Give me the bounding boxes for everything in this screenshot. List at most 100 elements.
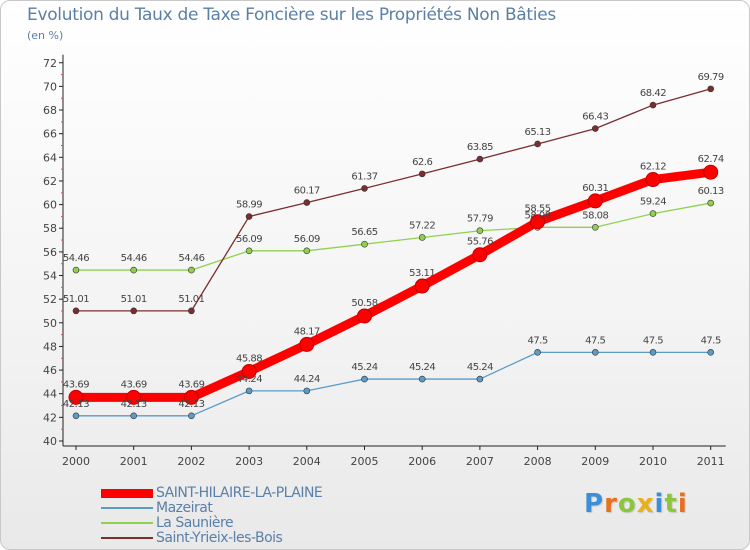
data-label-la-sauni-re: 56.09 xyxy=(294,234,320,245)
data-point-saint-hilaire-la-plaine xyxy=(414,278,430,294)
data-label-saint-yrieix-les-bois: 61.37 xyxy=(351,171,377,182)
data-point-mazeirat xyxy=(303,387,311,395)
y-tick-label: 52 xyxy=(43,293,57,306)
data-label-saint-yrieix-les-bois: 62.6 xyxy=(412,157,432,168)
data-label-saint-yrieix-les-bois: 65.13 xyxy=(525,127,551,138)
y-tick-label: 64 xyxy=(43,151,57,164)
data-point-mazeirat xyxy=(188,412,195,420)
series-line-saint-yrieix-les-bois xyxy=(75,88,712,312)
series-line-la-sauni-re xyxy=(75,202,712,271)
data-point-la-sauni-re xyxy=(303,247,311,255)
data-point-mazeirat xyxy=(591,349,599,356)
logo-letter: i xyxy=(654,489,665,519)
data-label-saint-yrieix-les-bois: 69.79 xyxy=(698,72,724,83)
data-label-saint-hilaire-la-plaine: 43.69 xyxy=(121,379,147,390)
data-label-mazeirat: 47.5 xyxy=(585,335,605,346)
x-tick-label: 2006 xyxy=(408,455,436,468)
data-point-saint-hilaire-la-plaine xyxy=(357,308,372,324)
data-point-la-sauni-re xyxy=(245,247,253,255)
data-point-saint-yrieix-les-bois xyxy=(361,185,368,192)
data-label-saint-yrieix-les-bois: 68.42 xyxy=(640,88,666,99)
y-tick-label: 42 xyxy=(43,411,57,424)
data-label-saint-hilaire-la-plaine: 43.69 xyxy=(178,379,204,390)
data-label-saint-yrieix-les-bois: 58.99 xyxy=(236,200,262,211)
x-tick-label: 2002 xyxy=(177,455,205,468)
data-label-mazeirat: 42.13 xyxy=(178,399,204,410)
data-point-saint-yrieix-les-bois xyxy=(534,140,541,148)
data-label-la-sauni-re: 60.13 xyxy=(698,186,724,197)
logo-letter: P xyxy=(584,489,605,519)
y-tick-label: 46 xyxy=(43,364,57,377)
data-label-saint-yrieix-les-bois: 66.43 xyxy=(582,112,608,123)
data-label-la-sauni-re: 58.08 xyxy=(582,210,608,221)
series-line-saint-hilaire-la-plaine xyxy=(71,167,716,402)
data-point-la-sauni-re xyxy=(72,266,80,274)
data-point-la-sauni-re xyxy=(361,240,368,248)
x-tick-label: 2008 xyxy=(524,455,552,468)
legend-swatch xyxy=(101,522,153,524)
y-tick-label: 66 xyxy=(43,128,57,141)
data-point-saint-hilaire-la-plaine xyxy=(472,247,488,263)
data-point-saint-yrieix-les-bois xyxy=(476,155,484,163)
data-label-la-sauni-re: 56.09 xyxy=(236,234,262,245)
y-tick-label: 40 xyxy=(43,435,57,448)
legend-swatch xyxy=(101,489,153,498)
x-tick-label: 2010 xyxy=(639,455,667,468)
data-label-saint-yrieix-les-bois: 63.85 xyxy=(467,142,493,153)
data-label-saint-hilaire-la-plaine: 48.17 xyxy=(294,326,320,337)
y-tick-label: 50 xyxy=(43,317,57,330)
x-tick-label: 2005 xyxy=(351,455,379,468)
data-point-saint-yrieix-les-bois xyxy=(707,85,715,93)
legend-label: SAINT-HILAIRE-LA-PLAINE xyxy=(156,485,323,501)
data-label-la-sauni-re: 59.24 xyxy=(640,197,666,208)
logo-letter: t xyxy=(664,489,678,519)
data-label-saint-yrieix-les-bois: 51.01 xyxy=(63,294,89,305)
x-tick-label: 2009 xyxy=(581,455,609,468)
data-label-la-sauni-re: 54.46 xyxy=(178,253,204,264)
data-label-mazeirat: 44.24 xyxy=(294,374,320,385)
data-point-saint-yrieix-les-bois xyxy=(591,125,599,132)
legend-swatch xyxy=(101,537,153,539)
data-label-la-sauni-re: 54.46 xyxy=(121,253,147,264)
legend-swatch xyxy=(101,507,153,509)
y-tick-label: 70 xyxy=(43,80,57,93)
data-label-mazeirat: 42.13 xyxy=(63,399,89,410)
data-label-saint-hilaire-la-plaine: 50.58 xyxy=(351,298,377,309)
x-tick-label: 2003 xyxy=(235,455,263,468)
data-point-saint-yrieix-les-bois xyxy=(303,199,311,206)
data-point-saint-yrieix-les-bois xyxy=(72,307,80,315)
data-point-saint-yrieix-les-bois xyxy=(130,307,137,315)
data-label-saint-hilaire-la-plaine: 55.76 xyxy=(467,237,493,248)
series-line-mazeirat xyxy=(75,351,712,417)
data-point-saint-hilaire-la-plaine xyxy=(68,389,84,405)
data-label-saint-hilaire-la-plaine: 43.69 xyxy=(63,379,89,390)
logo-letter: o xyxy=(617,489,637,519)
data-point-saint-hilaire-la-plaine xyxy=(126,389,142,405)
data-label-saint-yrieix-les-bois: 51.01 xyxy=(121,294,147,305)
data-label-saint-hilaire-la-plaine: 45.88 xyxy=(236,353,262,364)
data-point-mazeirat xyxy=(534,349,541,356)
data-point-la-sauni-re xyxy=(188,266,195,274)
data-label-la-sauni-re: 54.46 xyxy=(63,253,89,264)
data-point-mazeirat xyxy=(72,412,80,420)
data-point-mazeirat xyxy=(130,412,137,420)
data-label-mazeirat: 45.24 xyxy=(409,362,435,373)
data-label-mazeirat: 44.24 xyxy=(236,374,262,385)
logo-letter: i xyxy=(677,489,688,519)
data-label-mazeirat: 47.5 xyxy=(643,335,663,346)
data-point-saint-hilaire-la-plaine xyxy=(183,389,199,405)
x-tick-label: 2011 xyxy=(697,455,725,468)
data-label-saint-hilaire-la-plaine: 58.55 xyxy=(525,204,551,215)
x-tick-label: 2001 xyxy=(120,455,148,468)
data-label-la-sauni-re: 56.65 xyxy=(351,227,377,238)
data-point-saint-yrieix-les-bois xyxy=(418,170,426,178)
data-label-mazeirat: 45.24 xyxy=(351,362,377,373)
data-point-la-sauni-re xyxy=(591,223,599,231)
y-tick-label: 44 xyxy=(43,388,57,401)
data-label-mazeirat: 45.24 xyxy=(467,362,493,373)
y-tick-label: 60 xyxy=(43,199,57,212)
y-tick-label: 58 xyxy=(43,222,57,235)
data-label-saint-yrieix-les-bois: 51.01 xyxy=(178,294,204,305)
